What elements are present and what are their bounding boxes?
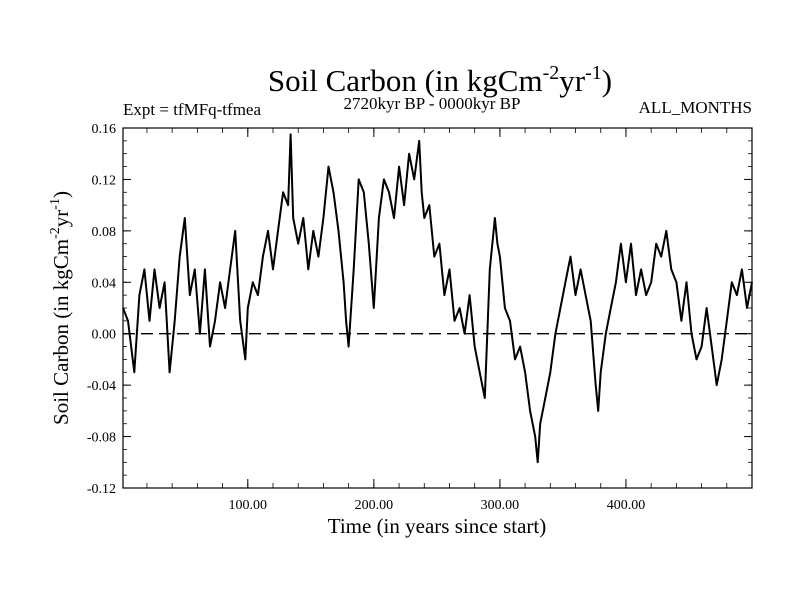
y-tick-label: -0.12: [87, 482, 116, 497]
y-tick-label: 0.16: [92, 122, 117, 137]
x-axis-ticks: 100.00 200.00 300.00 400.00: [146, 128, 728, 513]
x-axis-label: Time (in years since start): [328, 514, 547, 538]
x-tick-label: 200.00: [355, 498, 394, 513]
chart-title: Soil Carbon (in kgCm-2yr-1): [268, 62, 612, 98]
x-tick-label: 400.00: [607, 498, 646, 513]
soil-carbon-series-line: [122, 133, 753, 464]
x-tick-label: 300.00: [481, 498, 520, 513]
subtitle-period: 2720kyr BP - 0000kyr BP: [344, 94, 521, 113]
y-tick-label: 0.08: [92, 225, 117, 240]
plot-frame: [122, 127, 753, 489]
y-tick-label: 0.04: [92, 276, 117, 291]
subtitle-experiment: Expt = tfMFq-tfmea: [123, 100, 261, 119]
y-tick-label: 0.12: [92, 173, 117, 188]
y-axis-ticks: -0.12 -0.08 -0.04 0.00 0.04 0.08 0.12 0.16: [87, 122, 752, 497]
y-tick-label: 0.00: [92, 328, 117, 343]
y-tick-label: -0.04: [87, 379, 116, 394]
y-tick-label: -0.08: [87, 431, 116, 446]
x-tick-label: 100.00: [229, 498, 268, 513]
subtitle-months: ALL_MONTHS: [639, 98, 752, 117]
y-axis-label: Soil Carbon (in kgCm-2yr-1): [48, 191, 73, 425]
